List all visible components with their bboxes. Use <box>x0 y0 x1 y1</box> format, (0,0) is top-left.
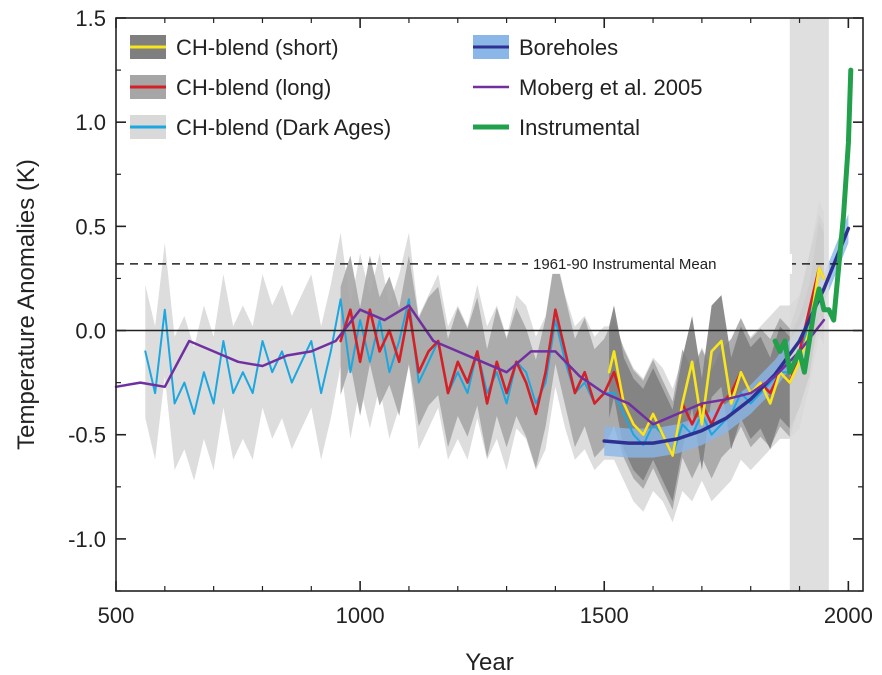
legend-item-moberg-et-al-2005: Moberg et al. 2005 <box>473 75 702 100</box>
x-tick-label: 1500 <box>580 603 629 628</box>
y-tick-label: 0.0 <box>75 319 106 344</box>
legend-item-boreholes: Boreholes <box>473 35 618 60</box>
reference-line-label: 1961-90 Instrumental Mean <box>533 256 716 273</box>
legend-label: CH-blend (long) <box>176 75 331 100</box>
legend-item-instrumental: Instrumental <box>473 115 640 140</box>
x-tick-label: 2000 <box>824 603 873 628</box>
y-tick-label: 1.5 <box>75 6 106 31</box>
x-axis-title: Year <box>465 649 514 675</box>
boreholes-line <box>602 226 851 445</box>
legend-label: CH-blend (short) <box>176 35 339 60</box>
legend-label: Moberg et al. 2005 <box>519 75 702 100</box>
y-tick-label: 1.0 <box>75 110 106 135</box>
legend-label: Boreholes <box>519 35 618 60</box>
ch-blend-short-line <box>607 266 826 457</box>
moberg-et-al-2005-line <box>114 304 826 426</box>
legend-label: Instrumental <box>519 115 640 140</box>
legend-label: CH-blend (Dark Ages) <box>176 115 391 140</box>
series-lines <box>114 67 854 457</box>
y-tick-label: 0.5 <box>75 214 106 239</box>
y-axis-title: Temperature Anomalies (K) <box>13 159 40 450</box>
reference-label-background <box>528 253 792 274</box>
legend-item-ch-blend-long: CH-blend (long) <box>130 75 331 100</box>
ch-blend-dark-ages-line <box>144 267 825 457</box>
instrumental-line <box>772 67 854 375</box>
y-tick-label: -0.5 <box>68 423 106 448</box>
y-tick-label: -1.0 <box>68 527 106 552</box>
legend-item-ch-blend-short: CH-blend (short) <box>130 35 339 60</box>
legend: CH-blend (short) CH-blend (long) CH-blend … <box>130 35 702 140</box>
legend-item-ch-blend-dark-ages: CH-blend (Dark Ages) <box>130 115 391 140</box>
axis-ticks: 500 1000 1500 2000 -1.0 -0.5 0.0 0.5 1.0 1.5 <box>68 6 873 628</box>
x-tick-label: 500 <box>98 603 135 628</box>
plot-frame <box>115 17 864 592</box>
x-tick-label: 1000 <box>336 603 385 628</box>
